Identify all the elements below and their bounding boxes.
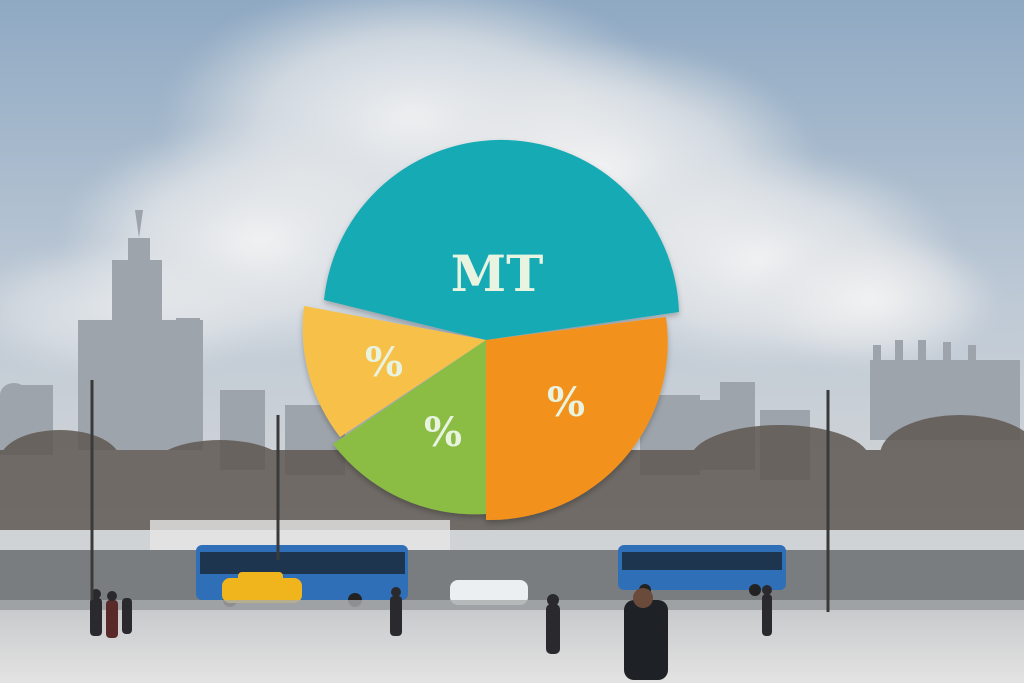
lampposts: [90, 380, 830, 612]
pie-slice-yellow: [302, 306, 486, 437]
snowy-square: [0, 610, 1024, 683]
bus-right: [618, 545, 786, 596]
pie-slice-teal: [324, 139, 679, 340]
pie-slice-orange: [486, 317, 668, 521]
pie-slice-orange-label: %: [547, 379, 585, 426]
pie-chart: [302, 139, 679, 521]
pie-slice-yellow-label: %: [365, 339, 403, 386]
taxi: [222, 572, 302, 603]
white-car: [450, 580, 528, 605]
pedestrians: [90, 585, 772, 680]
pie-slice-green-label: %: [424, 409, 462, 456]
pie-title-label: MT: [451, 244, 544, 303]
pie-slice-green: [333, 340, 486, 515]
